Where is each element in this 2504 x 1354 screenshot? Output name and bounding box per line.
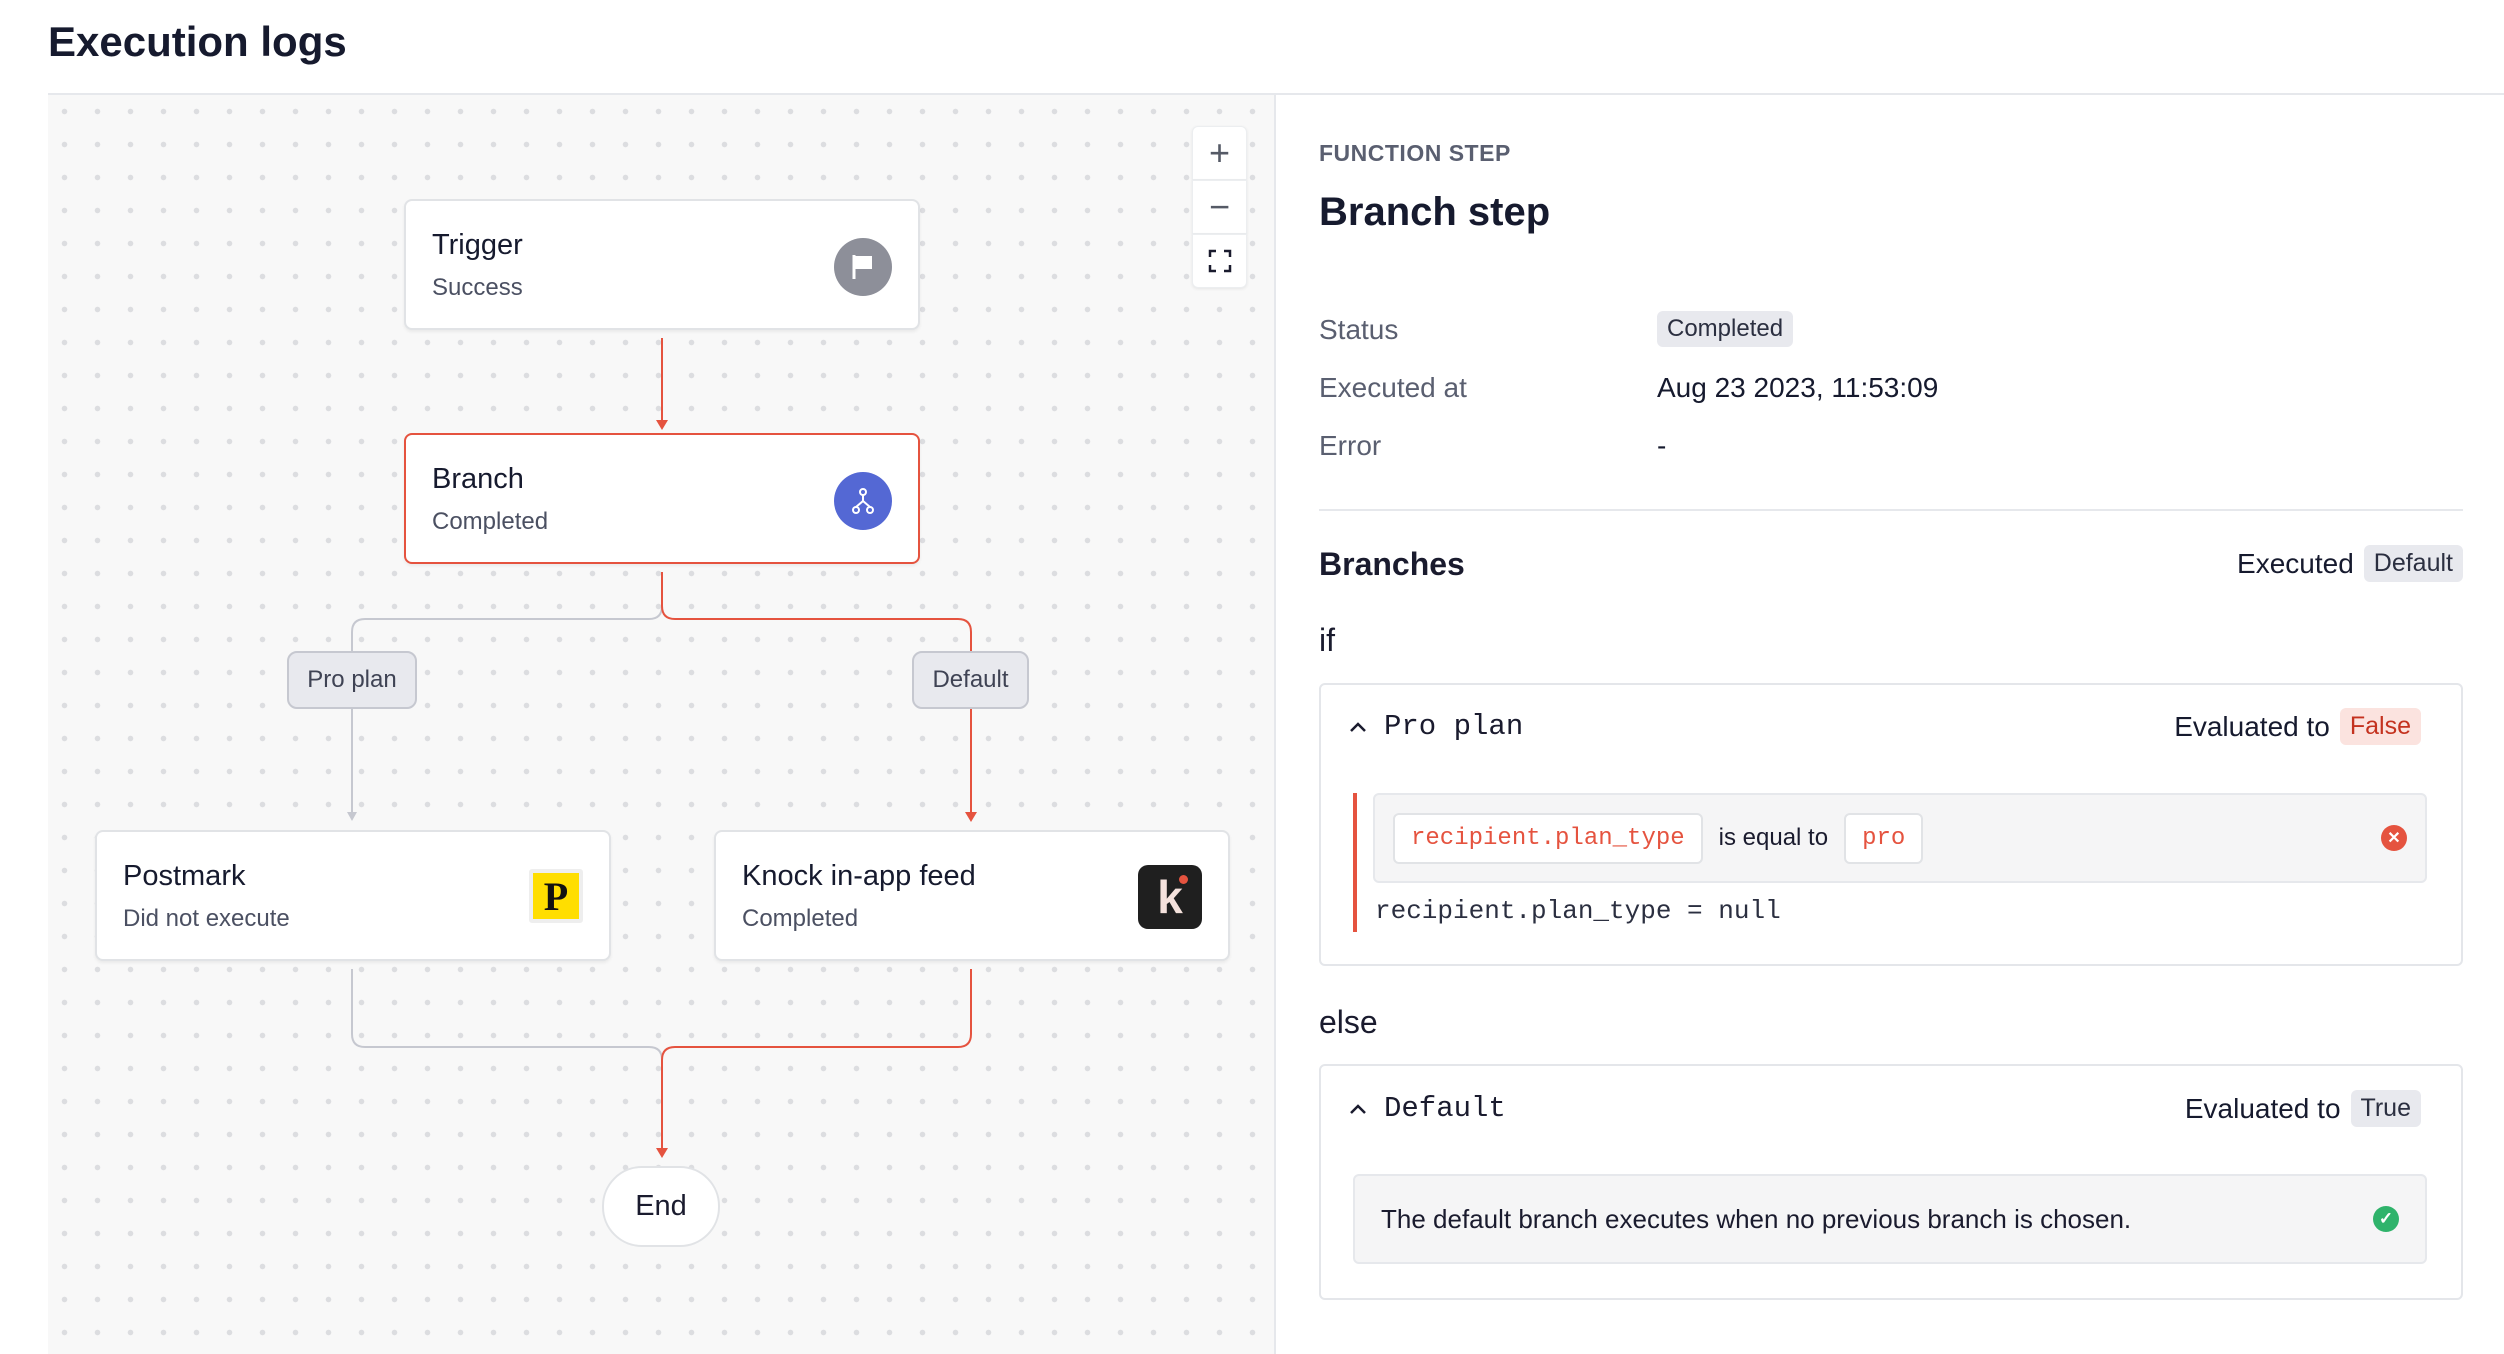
node-status: Completed: [432, 508, 549, 535]
default-description: The default branch executes when no prev…: [1381, 1203, 2132, 1234]
collapse-pro-plan-toggle[interactable]: Pro plan: [1348, 710, 1523, 743]
result-false-badge: False: [2339, 708, 2421, 745]
condition-right-operand: pro: [1844, 812, 1924, 864]
branch-icon: [834, 472, 892, 530]
node-branch[interactable]: Branch Completed: [404, 433, 920, 564]
error-x-icon: ✕: [2381, 825, 2407, 851]
chevron-up-icon: [1350, 1103, 1366, 1114]
node-title: Trigger: [432, 229, 523, 261]
node-title: Knock in-app feed: [742, 860, 976, 892]
actual-value: recipient.plan_type = null: [1375, 896, 1781, 926]
node-title: Postmark: [123, 860, 246, 892]
knock-logo-text: k: [1157, 871, 1183, 923]
executed-at-label: Executed at: [1319, 372, 1467, 403]
panel-eyebrow: FUNCTION STEP: [1319, 140, 1511, 166]
executed-branch: Executed Default: [2237, 545, 2463, 582]
edge-label-pro-plan: Pro plan: [287, 651, 417, 709]
zoom-out-button[interactable]: −: [1192, 180, 1247, 234]
postmark-logo: P: [529, 869, 583, 923]
flag-icon: [834, 238, 892, 296]
fit-view-button[interactable]: [1192, 234, 1247, 288]
node-trigger[interactable]: Trigger Success: [404, 199, 920, 330]
node-status: Did not execute: [123, 905, 290, 932]
status-label: Status: [1319, 314, 1399, 345]
status-badge: Completed: [1657, 311, 1794, 347]
else-label: else: [1319, 1004, 1378, 1040]
fullscreen-icon: [1208, 249, 1231, 273]
evaluated-label: Evaluated to: [2184, 1092, 2341, 1124]
condition-left-operand: recipient.plan_type: [1393, 812, 1703, 864]
collapse-default-toggle[interactable]: Default: [1348, 1092, 1506, 1125]
branch-name: Default: [1384, 1092, 1506, 1125]
if-label: if: [1319, 622, 1335, 658]
knock-logo: k: [1138, 865, 1202, 929]
zoom-in-button[interactable]: +: [1192, 126, 1247, 180]
panel-divider: [1319, 509, 2463, 511]
header-divider: [48, 93, 2504, 95]
node-status: Success: [432, 274, 523, 301]
page-title: Execution logs: [48, 18, 347, 65]
node-knock[interactable]: Knock in-app feed Completed k: [714, 830, 1230, 961]
node-status: Completed: [742, 905, 859, 932]
branches-heading: Branches: [1319, 546, 1465, 582]
check-circle-icon: ✓: [2373, 1206, 2399, 1232]
default-description-row: The default branch executes when no prev…: [1353, 1174, 2427, 1264]
executed-at-value: Aug 23 2023, 11:53:09: [1657, 372, 1939, 403]
evaluated-label: Evaluated to: [2174, 710, 2330, 742]
evaluation-result: Evaluated to False: [2174, 708, 2421, 745]
error-value: -: [1657, 430, 1667, 461]
node-title: Branch: [432, 463, 524, 495]
executed-branch-badge: Default: [2363, 545, 2463, 582]
evaluation-result: Evaluated to True: [2185, 1090, 2421, 1127]
node-postmark[interactable]: Postmark Did not execute P: [95, 830, 611, 961]
node-end[interactable]: End: [602, 1166, 720, 1247]
condition-row: recipient.plan_type is equal to pro ✕: [1373, 793, 2427, 883]
result-true-badge: True: [2350, 1090, 2421, 1127]
chevron-up-icon: [1350, 721, 1366, 732]
knock-logo-dot: [1179, 875, 1188, 884]
edge-label-default: Default: [912, 651, 1029, 709]
panel-title: Branch step: [1319, 190, 1551, 234]
branch-name: Pro plan: [1384, 710, 1524, 743]
condition-operator: is equal to: [1718, 824, 1829, 851]
error-label: Error: [1319, 430, 1382, 461]
executed-label: Executed: [2237, 547, 2354, 579]
failure-indicator-bar: [1353, 793, 1357, 932]
